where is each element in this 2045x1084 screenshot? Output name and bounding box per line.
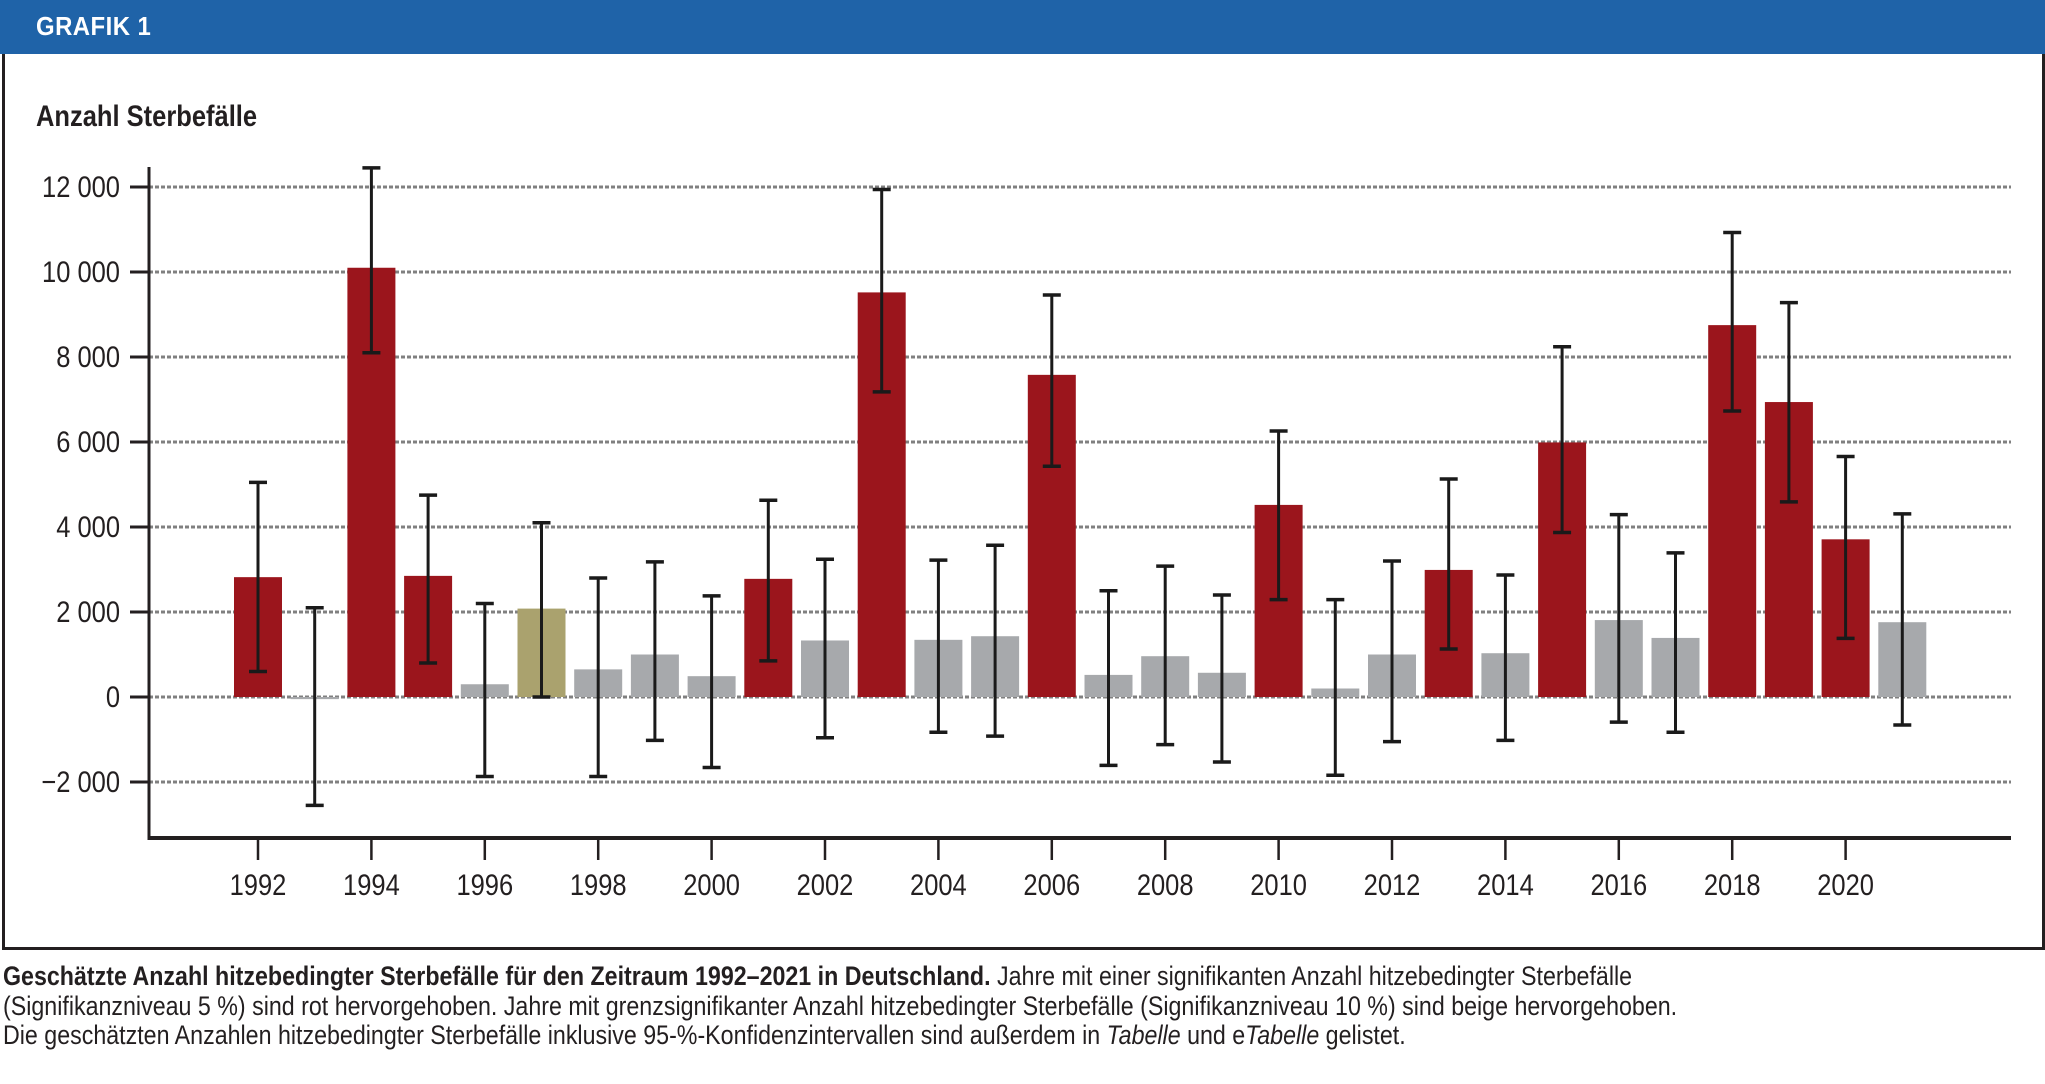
figure-label: GRAFIK 1 xyxy=(36,11,152,41)
y-tick-label: −2 000 xyxy=(41,765,120,798)
y-tick-label: 12 000 xyxy=(42,170,120,203)
x-tick-label: 2018 xyxy=(1704,868,1761,901)
x-tick-label: 2016 xyxy=(1590,868,1647,901)
caption-text: und e xyxy=(1180,1020,1246,1050)
y-tick-label: 2 000 xyxy=(56,595,120,628)
caption-text: gelistet. xyxy=(1319,1020,1406,1050)
x-tick-label: 2020 xyxy=(1817,868,1874,901)
caption-line-1: Geschätzte Anzahl hitzebedingter Sterbef… xyxy=(3,961,2033,992)
chart-frame xyxy=(2,54,2045,950)
caption-line-3: Die geschätzten Anzahlen hitzebedingter … xyxy=(3,1020,2033,1051)
bar-chart: −2 000 0 2 000 4 000 6 000 8 000 10 000 12 000 1… xyxy=(41,166,2011,901)
x-tick-label: 1994 xyxy=(343,868,400,901)
x-tick-label: 2004 xyxy=(910,868,967,901)
x-tick-label: 2012 xyxy=(1364,868,1421,901)
y-tick-label: 6 000 xyxy=(56,425,120,458)
figure-caption: Geschätzte Anzahl hitzebedingter Sterbef… xyxy=(3,961,2033,1051)
y-axis-title: Anzahl Sterbefälle xyxy=(36,100,258,133)
caption-title: Geschätzte Anzahl hitzebedingter Sterbef… xyxy=(3,961,991,991)
x-tick-label: 2008 xyxy=(1137,868,1194,901)
caption-text: Die geschätzten Anzahlen hitzebedingter … xyxy=(3,1020,1107,1050)
x-tick-label: 1996 xyxy=(456,868,513,901)
x-tick-label: 1992 xyxy=(230,868,287,901)
caption-table-ref: Tabelle xyxy=(1106,1020,1181,1050)
caption-etable-ref: Tabelle xyxy=(1245,1020,1320,1050)
caption-text: Jahre mit einer signifikanten Anzahl hit… xyxy=(990,961,1633,991)
x-tick-label: 2002 xyxy=(797,868,854,901)
y-tick-label: 0 xyxy=(106,680,120,713)
x-tick-label: 1998 xyxy=(570,868,627,901)
y-tick-label: 8 000 xyxy=(56,340,120,373)
x-tick-label: 2006 xyxy=(1023,868,1080,901)
y-tick-label: 4 000 xyxy=(56,510,120,543)
caption-line-2: (Signifikanzniveau 5 %) sind rot hervorg… xyxy=(3,990,1678,1021)
x-tick-label: 2010 xyxy=(1250,868,1307,901)
x-tick-label: 2000 xyxy=(683,868,740,901)
x-tick-label: 2014 xyxy=(1477,868,1534,901)
y-tick-label: 10 000 xyxy=(42,255,120,288)
header-bar: GRAFIK 1 xyxy=(0,0,2045,54)
